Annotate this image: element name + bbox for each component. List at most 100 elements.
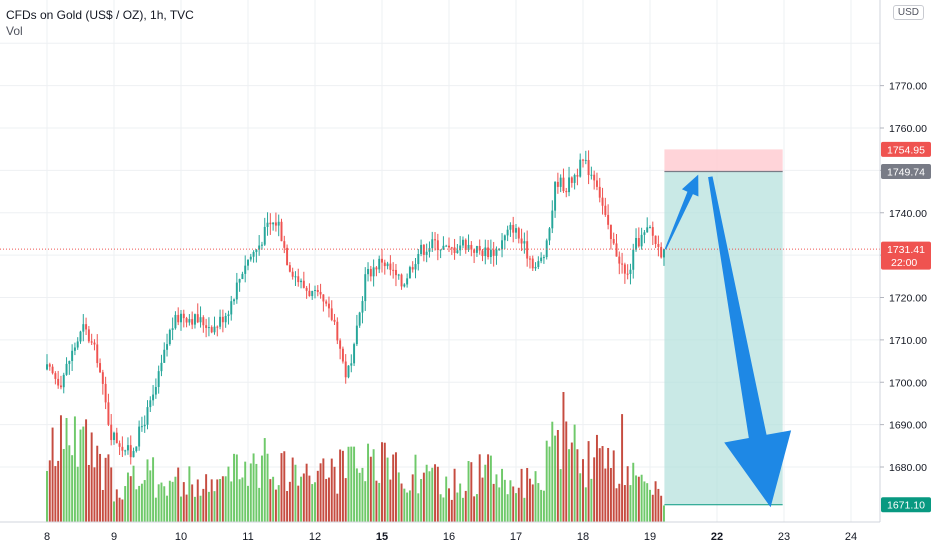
candle-body [227,314,230,316]
currency-button[interactable]: USD [892,5,924,20]
up-arrow[interactable] [664,174,699,250]
volume-bar [598,448,601,522]
candle-body [598,186,601,198]
price-label-text: 1754.95 [887,144,925,156]
candle-body [417,254,420,265]
candle [344,354,347,384]
candle [551,200,554,234]
candle-body [623,264,626,274]
candle-body [82,324,85,332]
candle-body [551,210,554,229]
volume-bar [420,479,423,522]
candle [283,235,286,254]
candle [249,253,252,262]
volume-bar [548,446,551,522]
candle [269,213,272,235]
candle [341,346,344,364]
candle-body [459,245,462,251]
candle-body [288,265,291,272]
volume-bar [166,495,169,522]
candle-body [118,443,121,447]
axes: 1680.001690.001700.001710.001720.001730.… [0,0,927,543]
candle [118,440,121,456]
y-tick-label: 1700.00 [889,377,927,389]
candle-body [305,287,308,291]
candle [649,225,651,229]
candle [87,326,90,344]
price-label-countdown: 22:00 [891,257,917,269]
volume-bar [104,457,107,522]
forecast-arrows[interactable] [664,174,792,508]
candle-body [601,197,604,206]
candle-body [48,364,51,367]
candle [498,248,501,251]
candle [576,168,579,186]
volume-bar [46,470,48,522]
candle [76,337,79,350]
candle-body [397,274,400,276]
candle-body [193,314,196,325]
candle-body [422,244,425,255]
volume-bars [46,392,665,522]
candle [146,400,149,430]
volume-bar [392,454,395,522]
volume-bar [470,462,473,522]
candle-body [489,249,492,258]
candle [46,354,48,371]
candle [414,257,417,279]
volume-bar [623,485,626,522]
volume-bar [565,421,568,522]
candle-body [411,267,414,270]
candle [305,285,308,299]
volume-bar [400,483,403,522]
y-tick-label: 1770.00 [889,81,927,93]
candle [657,235,660,257]
volume-bar [353,446,356,522]
candle [512,216,515,243]
candle [297,268,300,287]
volume-bar [235,454,238,522]
candle [495,246,498,265]
volume-bar [487,454,490,522]
volume-bar [79,429,82,522]
volume-bar [216,479,219,522]
volume-bar [300,476,303,522]
candle-body [314,289,316,291]
candle-body [65,363,68,375]
down-arrow[interactable] [708,176,792,508]
candle [492,241,495,267]
volume-bar [213,491,216,522]
volume-bar [601,446,604,522]
volume-bar [244,461,247,522]
candle [598,177,601,203]
volume-bar [132,465,135,522]
candle [400,273,403,290]
stop-loss-zone[interactable] [664,149,783,172]
candle [375,266,378,277]
candle [205,318,208,338]
candle [191,311,194,330]
y-tick-label: 1680.00 [889,462,927,474]
x-tick-label: 19 [644,531,656,543]
candle [277,214,280,237]
x-tick-label: 16 [443,531,455,543]
volume-bar [274,489,277,522]
candle [263,217,266,246]
candle [548,226,551,246]
volume-bar [372,449,375,522]
candle [582,158,584,168]
volume-bar [383,442,386,522]
candle [93,339,96,351]
volume-bar [417,493,420,522]
candle [199,306,202,328]
volume-bar [615,488,618,522]
volume-bar [247,485,249,522]
volume-bar [626,466,629,522]
volume-bar [62,448,65,522]
candle [618,251,621,275]
candle-body [207,327,210,329]
candle [381,249,383,273]
candle [556,172,559,194]
